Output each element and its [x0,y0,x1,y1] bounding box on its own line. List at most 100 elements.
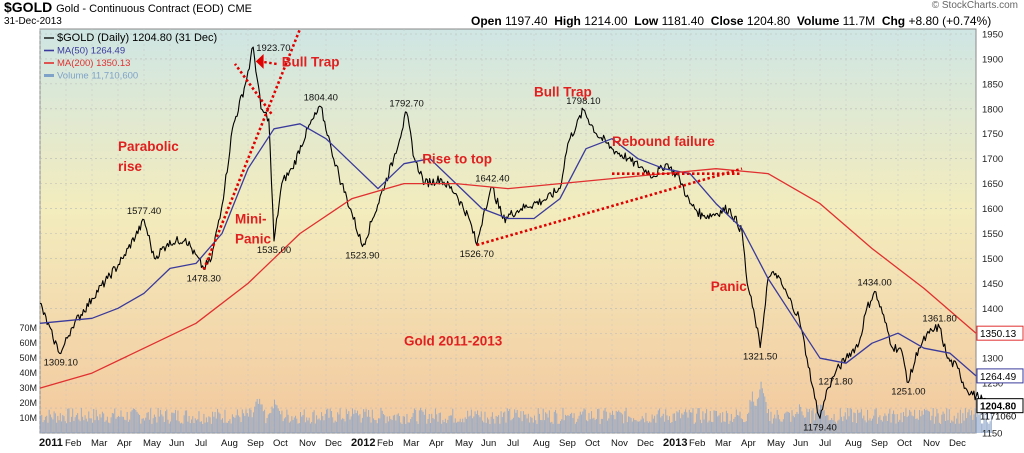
price-tick-label: 1450 [982,279,1003,290]
volume-bar [295,415,297,433]
volume-bar [183,415,185,433]
volume-bar [146,412,148,433]
volume-bar [290,421,292,433]
volume-bar [421,410,423,433]
volume-bar [220,419,222,433]
volume-bar [853,412,855,433]
date-tick-label: 2012 [351,437,375,449]
volume-bar [696,413,698,433]
symbol: $GOLD [4,0,53,15]
volume-bar [101,411,103,433]
volume-bar [916,418,918,433]
volume-bar [983,408,985,433]
volume-bar [142,418,144,433]
ohlc-summary: Open 1197.40 High 1214.00 Low 1181.40 Cl… [471,14,991,28]
volume-bar [198,411,200,433]
volume-bar [631,421,633,433]
volume-bar [300,411,301,433]
date-tick-label: Oct [273,438,288,449]
volume-bar [724,421,726,433]
volume-bar [537,408,539,433]
volume-bar [589,419,591,433]
volume-bar [909,409,911,433]
volume-bar [654,415,656,433]
volume-bar [792,415,794,433]
volume-bar [132,408,134,433]
volume-bar [841,416,843,433]
volume-bar [980,423,982,433]
date-tick-label: Dec [637,438,654,449]
volume-bar [838,419,840,433]
volume-bar [61,421,63,433]
volume-bar [326,409,327,433]
volume-bar [974,407,976,433]
volume-bar [40,416,41,433]
symbol-description: Gold - Continuous Contract (EOD) [56,3,224,15]
volume-bar [514,409,516,433]
volume-bar [438,412,440,433]
volume-bar [400,422,402,433]
date-tick-label: Nov [299,438,316,449]
volume-bar [389,416,391,433]
volume-bar [661,415,663,433]
volume-bar [801,411,803,433]
volume-bar [553,411,555,433]
volume-bar [899,419,901,433]
volume-bar [425,409,427,433]
volume-bar [241,409,243,433]
volume-bar [563,420,565,433]
volume-bar [880,419,882,433]
volume-bar [912,416,914,433]
volume-bar [332,417,334,433]
volume-bar [106,416,108,433]
volume-bar [459,418,461,433]
volume-bar [150,408,152,433]
volume-bar [416,421,418,433]
volume-bar [735,409,737,433]
volume-bar [988,423,990,433]
volume-bar [855,423,857,433]
volume-bar [594,419,596,433]
volume-bar [576,421,578,433]
trendline [476,167,743,247]
volume-bar [110,417,112,433]
high-value: 1214.00 [584,14,628,28]
volume-bar [449,415,451,433]
price-label: 1923.70 [256,43,290,54]
date-tick-label: May [767,438,785,449]
volume-bar [839,408,841,433]
volume-bar [191,419,193,433]
volume-bar [666,415,668,433]
volume-bar [734,417,736,433]
volume-bar [524,414,526,433]
volume-bar [124,419,126,433]
volume-bar [420,407,422,433]
volume-bar [57,415,59,433]
volume-bar [893,410,895,433]
volume-bar [105,420,107,433]
volume-bar [434,408,436,433]
volume-bar [360,422,362,433]
volume-bar [74,417,76,433]
volume-bar [166,409,168,433]
volume-bar [862,418,864,433]
volume-bar [177,410,179,433]
volume-bar [608,418,610,433]
volume-bar [572,417,574,433]
volume-bar [571,412,573,433]
volume-bar [187,421,189,433]
volume-bar [66,423,67,433]
volume-bar [821,405,823,433]
volume-bar [522,411,524,433]
volume-bar [811,410,813,433]
volume-bar [624,411,626,433]
volume-bar [488,419,490,433]
volume-bar [618,410,620,433]
volume-bar [374,419,376,433]
volume-bar [131,410,133,433]
volume-bar [93,408,95,433]
volume-bar [588,413,590,433]
volume-bar [510,420,512,433]
volume-bar [196,420,197,433]
volume-bar [359,414,361,433]
